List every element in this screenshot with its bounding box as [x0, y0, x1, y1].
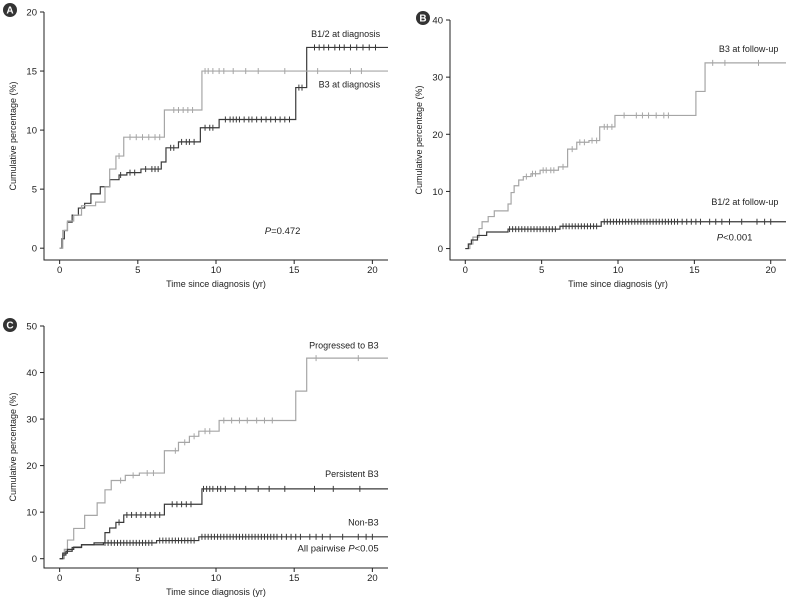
series-label-progressed-to-b3: Progressed to B3	[309, 340, 379, 350]
x-tick-label: 15	[289, 573, 300, 584]
x-tick-label: 10	[211, 573, 222, 584]
x-tick-label: 0	[463, 265, 468, 276]
series-label-b3-at-diagnosis: B3 at diagnosis	[319, 80, 381, 90]
x-tick-label: 15	[689, 265, 700, 276]
x-tick-label: 15	[289, 265, 300, 276]
series-line-b3-at-diagnosis	[59, 70, 388, 249]
x-axis-label: Time since diagnosis (yr)	[166, 587, 266, 597]
y-tick-label: 10	[432, 187, 443, 198]
y-tick-label: 10	[26, 508, 37, 519]
x-tick-label: 10	[211, 265, 222, 276]
y-tick-label: 50	[26, 322, 37, 333]
y-tick-label: 40	[432, 16, 443, 27]
p-value: P<0.001	[717, 233, 753, 244]
panel-badge-circle	[416, 11, 430, 25]
series-line-progressed-to-b3	[59, 357, 388, 560]
y-tick-label: 20	[432, 130, 443, 141]
x-tick-label: 20	[765, 265, 776, 276]
y-tick-label: 0	[32, 554, 37, 565]
x-axis-label: Time since diagnosis (yr)	[166, 279, 266, 289]
x-tick-label: 20	[367, 265, 378, 276]
series-line-b1-2-at-diagnosis	[59, 46, 388, 249]
series-label-persistent-b3: Persistent B3	[325, 469, 379, 479]
y-tick-label: 10	[26, 126, 37, 137]
series-line-b3-at-follow-up	[465, 62, 786, 250]
y-axis-label: Cumulative percentage (%)	[414, 85, 424, 194]
y-tick-label: 15	[26, 67, 37, 78]
panel-badge-circle	[3, 3, 17, 17]
panel-a: A 0 5 10 15 20 0 5 10 15 20 Time since diagnosis (y…	[3, 3, 388, 289]
x-tick-label: 10	[613, 265, 624, 276]
x-tick-label: 5	[135, 265, 140, 276]
series-line-persistent-b3	[59, 488, 388, 560]
panel-c: C 0 5 10 15 20 0 10 20 30 40 50 Time since diagnosis…	[3, 318, 388, 597]
axes	[43, 326, 388, 569]
panel-badge: B	[419, 14, 426, 25]
x-tick-label: 20	[367, 573, 378, 584]
series-label-b1-2-at-follow-up: B1/2 at follow-up	[711, 197, 778, 207]
axes	[449, 20, 786, 261]
axes	[43, 12, 388, 261]
y-tick-label: 20	[26, 8, 37, 19]
series-label-b3-at-follow-up: B3 at follow-up	[719, 44, 779, 54]
x-axis-label: Time since diagnosis (yr)	[568, 279, 668, 289]
p-value: P=0.472	[265, 226, 301, 237]
series-label-b1-2-at-diagnosis: B1/2 at diagnosis	[311, 29, 381, 39]
panel-badge: A	[6, 6, 13, 17]
series-line-b1-2-at-follow-up	[465, 221, 786, 250]
panel-badge-circle	[3, 318, 17, 332]
y-axis-label: Cumulative percentage (%)	[8, 81, 18, 190]
series-line-non-b3	[59, 536, 388, 560]
y-tick-label: 5	[32, 185, 37, 196]
x-tick-label: 5	[135, 573, 140, 584]
series-label-non-b3: Non-B3	[348, 518, 379, 528]
p-value: All pairwise P<0.05	[298, 544, 379, 555]
y-tick-label: 0	[438, 244, 443, 255]
y-tick-label: 30	[26, 415, 37, 426]
x-tick-label: 5	[539, 265, 544, 276]
y-tick-label: 40	[26, 368, 37, 379]
y-tick-label: 30	[432, 73, 443, 84]
panel-badge: C	[6, 321, 13, 332]
x-tick-label: 0	[57, 573, 62, 584]
y-tick-label: 0	[32, 244, 37, 255]
y-axis-label: Cumulative percentage (%)	[8, 392, 18, 501]
x-tick-label: 0	[57, 265, 62, 276]
y-tick-label: 20	[26, 461, 37, 472]
panel-b: B 0 5 10 15 20 0 10 20 30 40 Time since diagnosis (…	[414, 11, 786, 289]
